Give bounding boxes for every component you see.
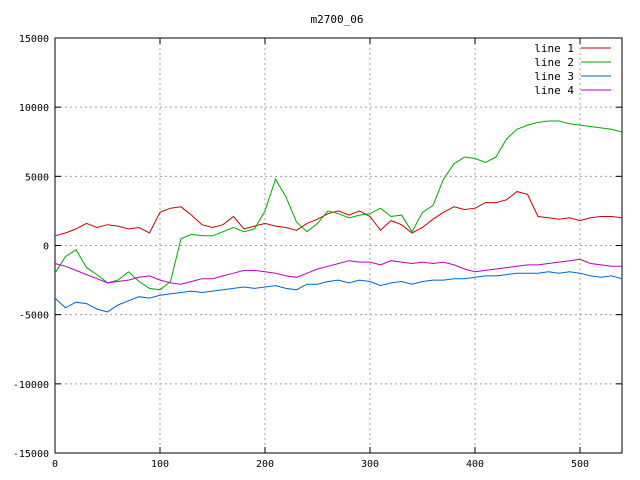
x-tick-label: 500 (571, 459, 589, 470)
legend-label: line 1 (534, 42, 574, 55)
series-layer (54, 120, 623, 313)
series-line-3 (54, 271, 623, 313)
axes: 0 100 200 300 400 500 -15000 -10000 -5000 0 5000 10… (13, 34, 623, 470)
y-tick-label: 15000 (19, 34, 49, 45)
y-tick-label: -15000 (13, 449, 49, 460)
grid (55, 38, 622, 453)
legend-label: line 4 (534, 84, 574, 97)
y-tick-label: -5000 (19, 311, 49, 322)
series-line-4 (54, 258, 622, 285)
y-tick-label: -10000 (13, 380, 49, 391)
series-line-1 (54, 191, 623, 237)
series-line-2 (54, 120, 623, 291)
x-tick-label: 200 (256, 459, 274, 470)
x-tick-label: 0 (52, 459, 58, 470)
x-tick-label: 400 (466, 459, 484, 470)
x-tick-label: 100 (151, 459, 169, 470)
y-tick-label: 0 (43, 242, 49, 253)
x-tick-label: 300 (361, 459, 379, 470)
y-tick-label: 10000 (19, 103, 49, 114)
y-tick-label: 5000 (25, 172, 49, 183)
legend-label: line 2 (534, 56, 574, 69)
chart-title: m2700_06 (311, 13, 364, 26)
legend-label: line 3 (534, 70, 574, 83)
